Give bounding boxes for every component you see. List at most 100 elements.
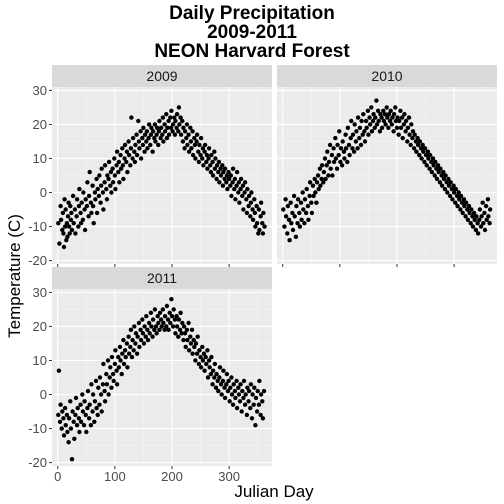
data-point	[97, 402, 102, 407]
data-point	[186, 132, 191, 137]
data-point	[230, 166, 236, 171]
data-point	[149, 324, 154, 329]
data-point	[241, 207, 246, 212]
data-point	[172, 132, 178, 137]
data-point	[362, 139, 368, 144]
data-point	[120, 351, 125, 356]
data-point	[102, 180, 107, 185]
data-point	[144, 129, 150, 134]
data-point	[177, 122, 182, 127]
data-point	[152, 122, 158, 127]
data-point	[346, 142, 352, 148]
data-point	[319, 176, 324, 182]
data-point	[438, 166, 443, 171]
data-point	[423, 152, 429, 158]
data-point	[64, 221, 70, 226]
data-point	[246, 399, 251, 404]
data-point	[68, 426, 74, 431]
data-point	[323, 176, 328, 182]
data-point	[482, 227, 488, 233]
data-point	[87, 402, 92, 407]
data-point	[113, 186, 118, 192]
data-point	[162, 314, 168, 319]
data-point	[133, 142, 138, 148]
data-point	[383, 122, 388, 127]
data-point	[312, 176, 317, 182]
data-point	[73, 231, 78, 236]
data-point	[427, 166, 432, 171]
data-point	[117, 180, 122, 185]
data-point	[485, 197, 491, 202]
y-tick-label: 10	[33, 151, 47, 166]
data-point	[297, 210, 302, 216]
data-point	[207, 365, 212, 370]
data-point	[137, 146, 142, 151]
data-point	[128, 146, 134, 151]
chart-title-line-2: 2009-2011	[207, 22, 297, 43]
data-point	[307, 193, 312, 199]
x-tick-label: 200	[161, 469, 183, 484]
data-point	[192, 135, 197, 141]
data-point	[189, 327, 195, 332]
data-point	[132, 324, 137, 329]
data-point	[63, 207, 68, 212]
data-point	[244, 210, 250, 216]
data-point	[86, 193, 92, 199]
data-point	[234, 405, 240, 411]
data-point	[200, 344, 205, 350]
data-point	[385, 115, 390, 120]
data-point	[382, 112, 388, 117]
data-point	[337, 129, 342, 134]
data-point	[146, 135, 151, 141]
data-point	[347, 152, 352, 158]
data-point	[204, 152, 210, 158]
data-point	[190, 129, 195, 134]
data-point	[196, 159, 202, 165]
data-point	[208, 371, 214, 377]
data-point	[413, 139, 419, 144]
data-point	[188, 334, 193, 339]
x-axis-title: Julian Day	[234, 482, 314, 501]
chart-title-line-3: NEON Harvard Forest	[154, 41, 350, 62]
data-point	[417, 152, 422, 158]
data-point	[401, 122, 407, 127]
data-point	[158, 135, 163, 141]
data-point	[400, 135, 405, 141]
data-point	[230, 180, 235, 185]
data-point	[165, 125, 170, 130]
data-point	[88, 423, 94, 428]
data-point	[224, 180, 229, 185]
data-point	[208, 163, 213, 168]
data-point	[107, 375, 112, 380]
data-point	[310, 183, 316, 188]
data-point	[104, 197, 110, 202]
data-point	[200, 156, 205, 161]
data-point	[435, 163, 441, 168]
data-point	[304, 186, 309, 192]
data-point	[381, 118, 387, 124]
data-point	[319, 163, 325, 168]
data-point	[174, 314, 179, 319]
data-point	[421, 149, 426, 154]
data-point	[110, 371, 116, 377]
data-point	[425, 149, 431, 154]
data-point	[226, 378, 231, 384]
data-point	[377, 129, 383, 134]
data-point	[192, 142, 198, 148]
data-point	[156, 320, 161, 326]
data-point	[171, 307, 176, 312]
data-point	[257, 378, 262, 384]
data-point	[138, 129, 143, 134]
data-point	[104, 382, 110, 387]
data-point	[236, 180, 242, 185]
data-point	[62, 197, 67, 202]
data-point	[65, 234, 70, 239]
data-point	[93, 378, 99, 384]
data-point	[71, 419, 76, 424]
data-point	[234, 378, 239, 384]
data-point	[174, 324, 180, 329]
data-point	[80, 409, 86, 414]
data-point	[169, 314, 175, 319]
data-point	[174, 125, 179, 130]
data-point	[135, 334, 140, 339]
